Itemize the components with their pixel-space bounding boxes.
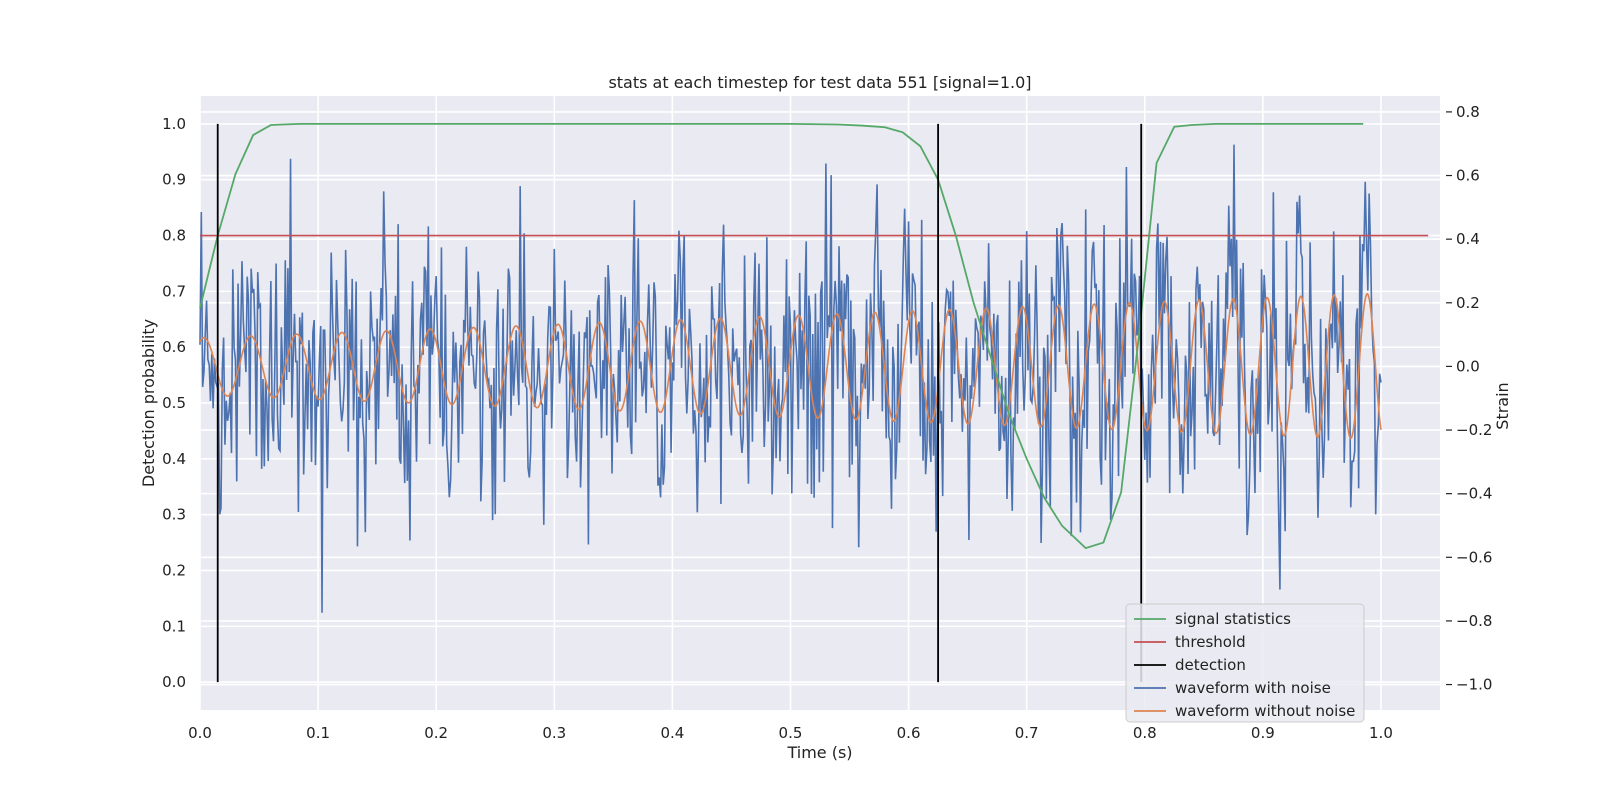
y-axis-right-label: Strain bbox=[1493, 382, 1512, 429]
y-left-tick-label: 0.5 bbox=[162, 394, 186, 412]
y-left-tick-label: 0.9 bbox=[162, 171, 186, 189]
x-tick-label: 1.0 bbox=[1369, 724, 1393, 742]
y-right-tick-label: −0.2 bbox=[1456, 421, 1492, 439]
x-tick-label: 0.3 bbox=[542, 724, 566, 742]
legend-entry-label: waveform without noise bbox=[1175, 702, 1355, 720]
chart-title: stats at each timestep for test data 551… bbox=[608, 73, 1031, 92]
y-left-tick-label: 0.6 bbox=[162, 338, 186, 356]
y-left-tick-label: 0.3 bbox=[162, 506, 186, 524]
y-right-tick-label: 0.2 bbox=[1456, 294, 1480, 312]
y-right-tick-label: 0.8 bbox=[1456, 103, 1480, 121]
x-tick-label: 0.7 bbox=[1015, 724, 1039, 742]
x-tick-label: 0.4 bbox=[660, 724, 684, 742]
legend-entry-label: waveform with noise bbox=[1175, 679, 1331, 697]
legend-entry-label: threshold bbox=[1175, 633, 1246, 651]
x-tick-label: 0.0 bbox=[188, 724, 212, 742]
x-tick-label: 0.1 bbox=[306, 724, 330, 742]
y-right-tick-label: 0.6 bbox=[1456, 167, 1480, 185]
y-left-tick-label: 0.1 bbox=[162, 617, 186, 635]
x-tick-label: 0.8 bbox=[1133, 724, 1157, 742]
x-tick-label: 0.2 bbox=[424, 724, 448, 742]
y-left-tick-label: 0.8 bbox=[162, 227, 186, 245]
y-right-tick-label: −1.0 bbox=[1456, 676, 1492, 694]
y-left-tick-label: 0.4 bbox=[162, 450, 186, 468]
legend-entry-label: detection bbox=[1175, 656, 1246, 674]
y-left-tick-label: 1.0 bbox=[162, 115, 186, 133]
legend-entry-label: signal statistics bbox=[1175, 610, 1291, 628]
series-layer bbox=[199, 123, 1429, 683]
y-right-tick-label: 0.0 bbox=[1456, 357, 1480, 375]
series-waveform-without-noise bbox=[199, 292, 1382, 440]
legend: signal statistics threshold detection wavef… bbox=[1125, 603, 1365, 723]
x-tick-label: 0.9 bbox=[1251, 724, 1275, 742]
legend-box bbox=[1125, 603, 1365, 723]
y-axis-left-label: Detection probability bbox=[139, 319, 158, 487]
y-right-tick-label: −0.4 bbox=[1456, 485, 1492, 503]
x-axis-label: Time (s) bbox=[786, 743, 852, 762]
y-right-tick-label: −0.6 bbox=[1456, 548, 1492, 566]
y-left-tick-label: 0.7 bbox=[162, 282, 186, 300]
x-tick-label: 0.5 bbox=[779, 724, 803, 742]
series-signal-statistics bbox=[199, 123, 1364, 550]
y-left-tick-label: 0.2 bbox=[162, 561, 186, 579]
axes-layer: 0.0 0.1 0.2 0.3 0.4 0.5 0.6 0.7 0.8 0.9 1.0 0.0 0.1 0… bbox=[162, 103, 1492, 742]
y-right-tick-label: −0.8 bbox=[1456, 612, 1492, 630]
y-left-tick-label: 0.0 bbox=[162, 673, 186, 691]
y-right-tick-label: 0.4 bbox=[1456, 230, 1480, 248]
x-tick-label: 0.6 bbox=[897, 724, 921, 742]
series-waveform-with-noise bbox=[199, 144, 1382, 613]
